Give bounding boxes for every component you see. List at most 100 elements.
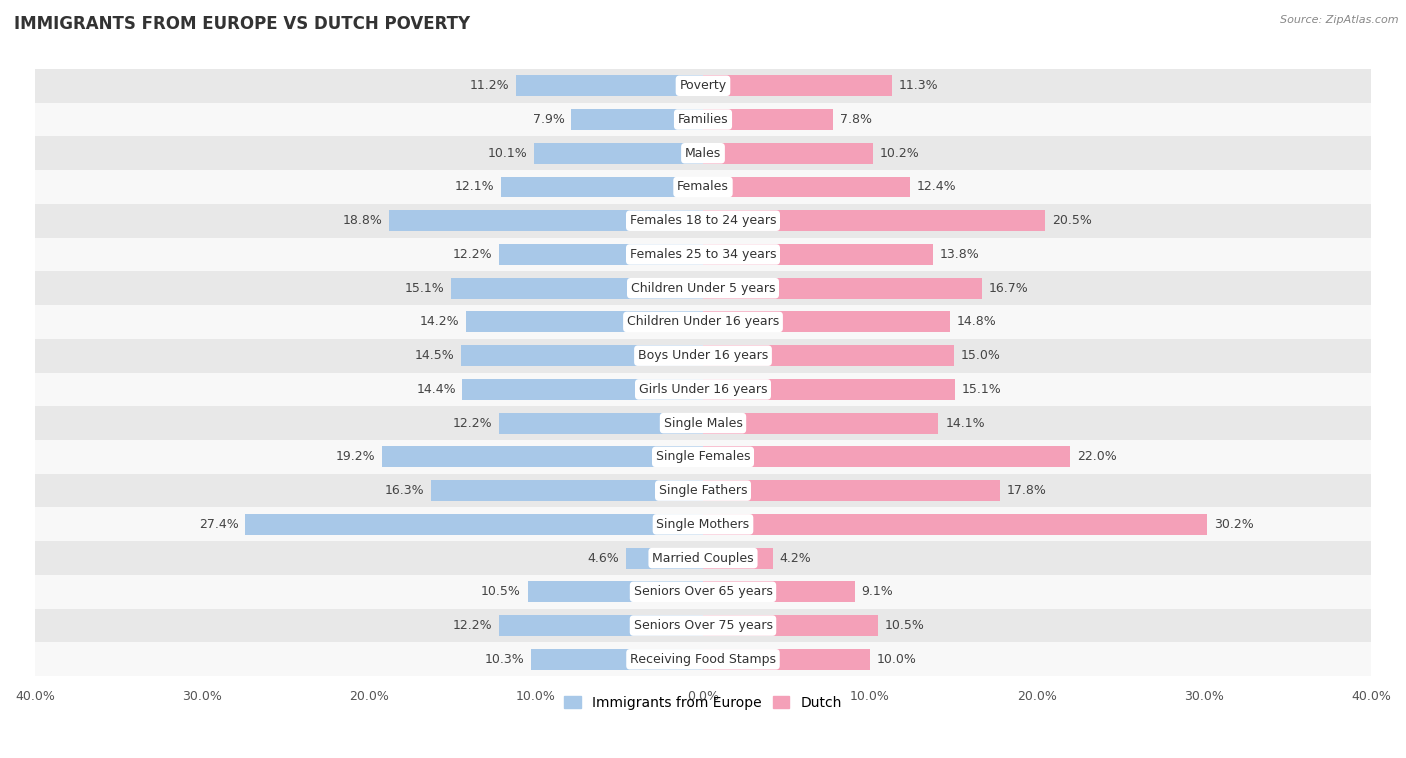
Bar (35, 339, 1371, 372)
Bar (703, 446, 1070, 468)
Text: 12.2%: 12.2% (453, 619, 492, 632)
Text: 14.4%: 14.4% (416, 383, 456, 396)
Bar (35, 237, 1371, 271)
Text: Poverty: Poverty (679, 80, 727, 92)
Legend: Immigrants from Europe, Dutch: Immigrants from Europe, Dutch (558, 690, 848, 715)
Text: 18.8%: 18.8% (343, 215, 382, 227)
Bar (430, 480, 703, 501)
Bar (501, 177, 703, 197)
Text: 14.5%: 14.5% (415, 349, 454, 362)
Bar (35, 643, 1371, 676)
Bar (703, 547, 773, 568)
Bar (703, 277, 981, 299)
Text: Single Fathers: Single Fathers (659, 484, 747, 497)
Bar (35, 204, 1371, 237)
Text: 11.3%: 11.3% (898, 80, 938, 92)
Bar (465, 312, 703, 333)
Bar (35, 102, 1371, 136)
Bar (703, 649, 870, 670)
Bar (703, 379, 955, 400)
Bar (246, 514, 703, 535)
Text: Boys Under 16 years: Boys Under 16 years (638, 349, 768, 362)
Text: 14.8%: 14.8% (957, 315, 997, 328)
Bar (451, 277, 703, 299)
Text: 15.1%: 15.1% (405, 282, 444, 295)
Bar (463, 379, 703, 400)
Bar (703, 615, 879, 636)
Bar (382, 446, 703, 468)
Text: 15.1%: 15.1% (962, 383, 1001, 396)
Text: IMMIGRANTS FROM EUROPE VS DUTCH POVERTY: IMMIGRANTS FROM EUROPE VS DUTCH POVERTY (14, 15, 470, 33)
Text: Females 18 to 24 years: Females 18 to 24 years (630, 215, 776, 227)
Bar (703, 514, 1208, 535)
Text: Girls Under 16 years: Girls Under 16 years (638, 383, 768, 396)
Text: Source: ZipAtlas.com: Source: ZipAtlas.com (1281, 15, 1399, 25)
Text: Single Females: Single Females (655, 450, 751, 463)
Bar (703, 244, 934, 265)
Text: 13.8%: 13.8% (941, 248, 980, 261)
Text: 4.6%: 4.6% (588, 552, 620, 565)
Bar (527, 581, 703, 603)
Text: 10.5%: 10.5% (884, 619, 925, 632)
Bar (35, 372, 1371, 406)
Text: Males: Males (685, 147, 721, 160)
Text: 22.0%: 22.0% (1077, 450, 1116, 463)
Bar (35, 474, 1371, 508)
Text: Seniors Over 65 years: Seniors Over 65 years (634, 585, 772, 598)
Text: 27.4%: 27.4% (198, 518, 239, 531)
Text: Females: Females (678, 180, 728, 193)
Bar (35, 508, 1371, 541)
Text: 30.2%: 30.2% (1213, 518, 1254, 531)
Bar (389, 210, 703, 231)
Bar (35, 609, 1371, 643)
Text: 10.2%: 10.2% (880, 147, 920, 160)
Bar (35, 170, 1371, 204)
Text: 10.1%: 10.1% (488, 147, 527, 160)
Text: 12.2%: 12.2% (453, 248, 492, 261)
Bar (703, 109, 834, 130)
Text: Receiving Food Stamps: Receiving Food Stamps (630, 653, 776, 666)
Bar (531, 649, 703, 670)
Bar (35, 440, 1371, 474)
Bar (35, 271, 1371, 305)
Text: 16.3%: 16.3% (384, 484, 425, 497)
Bar (461, 345, 703, 366)
Text: 14.1%: 14.1% (945, 417, 984, 430)
Text: 7.9%: 7.9% (533, 113, 564, 126)
Bar (35, 69, 1371, 102)
Bar (703, 480, 1000, 501)
Bar (35, 575, 1371, 609)
Bar (35, 136, 1371, 170)
Bar (703, 312, 950, 333)
Text: 12.2%: 12.2% (453, 417, 492, 430)
Bar (516, 75, 703, 96)
Text: 15.0%: 15.0% (960, 349, 1000, 362)
Text: 12.1%: 12.1% (454, 180, 495, 193)
Bar (703, 412, 938, 434)
Text: 10.0%: 10.0% (877, 653, 917, 666)
Text: 16.7%: 16.7% (988, 282, 1028, 295)
Bar (703, 177, 910, 197)
Bar (626, 547, 703, 568)
Text: Children Under 5 years: Children Under 5 years (631, 282, 775, 295)
Text: Children Under 16 years: Children Under 16 years (627, 315, 779, 328)
Text: 12.4%: 12.4% (917, 180, 956, 193)
Text: Married Couples: Married Couples (652, 552, 754, 565)
Text: Females 25 to 34 years: Females 25 to 34 years (630, 248, 776, 261)
Text: 17.8%: 17.8% (1007, 484, 1047, 497)
Bar (499, 615, 703, 636)
Text: Single Mothers: Single Mothers (657, 518, 749, 531)
Bar (499, 244, 703, 265)
Text: Seniors Over 75 years: Seniors Over 75 years (634, 619, 772, 632)
Text: 10.5%: 10.5% (481, 585, 522, 598)
Text: 10.3%: 10.3% (485, 653, 524, 666)
Bar (703, 345, 953, 366)
Text: 9.1%: 9.1% (862, 585, 893, 598)
Text: 19.2%: 19.2% (336, 450, 375, 463)
Bar (703, 581, 855, 603)
Text: 4.2%: 4.2% (780, 552, 811, 565)
Bar (571, 109, 703, 130)
Text: Families: Families (678, 113, 728, 126)
Bar (35, 541, 1371, 575)
Text: 14.2%: 14.2% (419, 315, 460, 328)
